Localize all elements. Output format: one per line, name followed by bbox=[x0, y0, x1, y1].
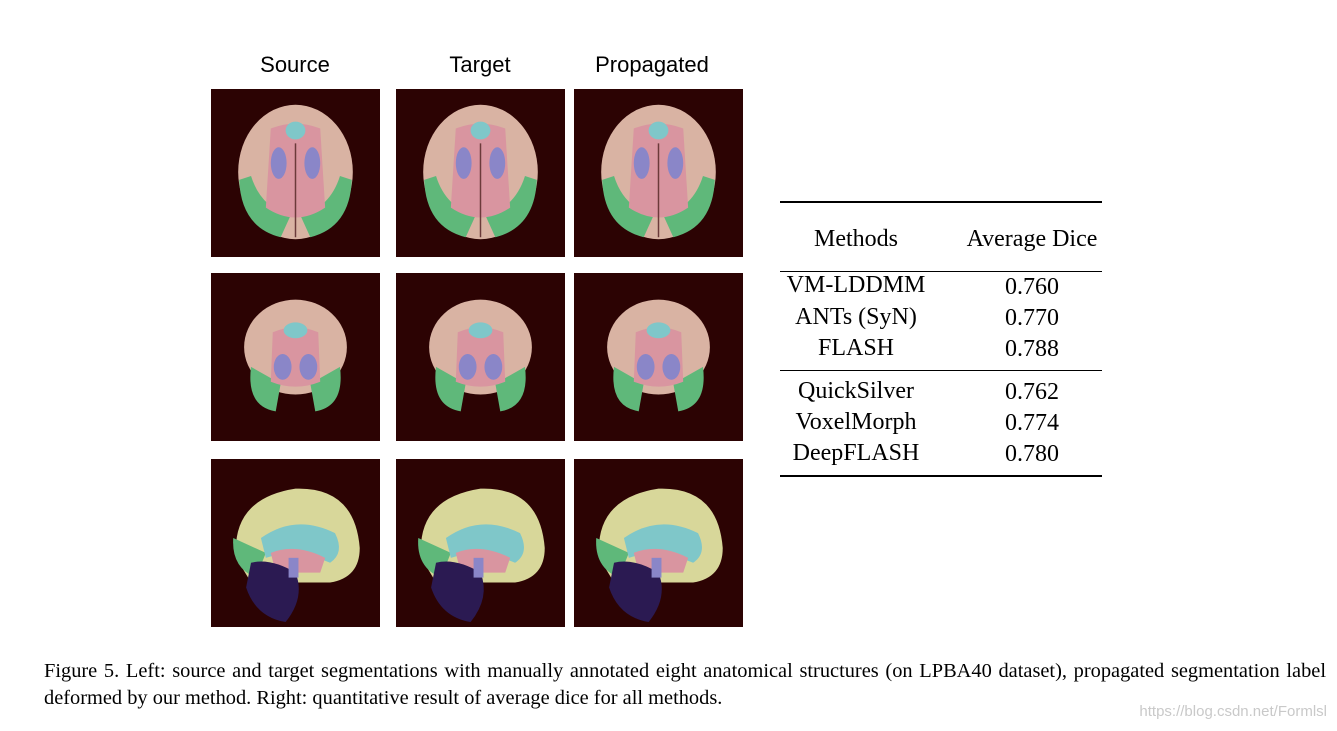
column-header-target: Target bbox=[449, 52, 511, 77]
figure-caption: Figure 5. Left: source and target segmen… bbox=[44, 660, 1326, 709]
green-region-right bbox=[485, 175, 537, 238]
table-header-rule bbox=[780, 271, 1102, 272]
blue-region-right bbox=[299, 354, 318, 380]
panel-axial-target bbox=[396, 89, 565, 257]
table-row-dice: 0.780 bbox=[1005, 441, 1059, 467]
cyan-region bbox=[646, 322, 671, 339]
blue-region-left bbox=[636, 354, 655, 380]
brain-segmentation-image bbox=[601, 104, 716, 240]
brain-segmentation-image bbox=[596, 488, 723, 623]
cyan-region bbox=[468, 322, 493, 339]
green-region-left bbox=[424, 175, 476, 238]
table-row-dice: 0.774 bbox=[1005, 410, 1059, 436]
blue-region-left bbox=[455, 147, 472, 179]
table-row-method: VoxelMorph bbox=[795, 409, 917, 435]
green-region-left bbox=[435, 366, 466, 412]
table-mid-rule bbox=[780, 370, 1102, 371]
table-row-method: DeepFLASH bbox=[792, 440, 920, 466]
table-bottom-rule bbox=[780, 475, 1102, 477]
blue-region bbox=[651, 557, 662, 578]
table-row-method: VM-LDDMM bbox=[786, 272, 926, 298]
blue-region bbox=[288, 557, 299, 578]
blue-region-left bbox=[633, 147, 650, 179]
table-header-methods: Methods bbox=[814, 226, 898, 252]
table-row-dice: 0.760 bbox=[1005, 274, 1059, 300]
blue-region-right bbox=[484, 354, 503, 380]
green-region-right bbox=[495, 366, 526, 412]
blue-region-left bbox=[458, 354, 477, 380]
green-region-left bbox=[239, 175, 291, 238]
panel-coronal-target bbox=[396, 273, 565, 441]
brain-segmentation-image bbox=[418, 488, 545, 623]
table-row-method: FLASH bbox=[817, 335, 895, 361]
cyan-region bbox=[470, 121, 491, 140]
table-row-dice: 0.762 bbox=[1005, 379, 1059, 405]
brain-segmentation-image bbox=[244, 299, 347, 412]
brain-segmentation-image bbox=[429, 299, 532, 412]
green-region-right bbox=[673, 366, 704, 412]
table-header-average-dice: Average Dice bbox=[966, 226, 1098, 252]
panel-sagittal-propagated bbox=[574, 459, 743, 627]
panel-coronal-source bbox=[211, 273, 380, 441]
cyan-region bbox=[648, 121, 669, 140]
blue-region bbox=[473, 557, 484, 578]
brain-segmentation-image bbox=[233, 488, 360, 623]
column-header-source: Source bbox=[260, 52, 330, 77]
table-row-dice: 0.788 bbox=[1005, 336, 1059, 362]
blue-region-right bbox=[662, 354, 681, 380]
column-header-propagated: Propagated bbox=[595, 52, 709, 77]
purple-region bbox=[246, 561, 299, 623]
green-region-left bbox=[613, 366, 644, 412]
green-region-right bbox=[310, 366, 341, 412]
brain-segmentation-image bbox=[607, 299, 710, 412]
table-row-dice: 0.770 bbox=[1005, 305, 1059, 331]
panel-axial-source bbox=[211, 89, 380, 257]
brain-segmentation-image bbox=[238, 104, 353, 240]
table-row-method: QuickSilver bbox=[798, 378, 914, 404]
table-row-method: ANTs (SyN) bbox=[795, 304, 917, 330]
green-region-right bbox=[300, 175, 352, 238]
panel-sagittal-target bbox=[396, 459, 565, 627]
purple-region bbox=[609, 561, 662, 623]
brain-segmentation-image bbox=[423, 104, 538, 240]
cyan-region bbox=[285, 121, 306, 140]
table-top-rule bbox=[780, 201, 1102, 203]
green-region-right bbox=[663, 175, 715, 238]
panel-coronal-propagated bbox=[574, 273, 743, 441]
blue-region-left bbox=[270, 147, 287, 179]
panel-sagittal-source bbox=[211, 459, 380, 627]
purple-region bbox=[431, 561, 484, 623]
blue-region-right bbox=[304, 147, 321, 179]
cyan-region bbox=[283, 322, 308, 339]
blue-region-left bbox=[273, 354, 292, 380]
watermark: https://blog.csdn.net/Formlsl bbox=[1139, 703, 1327, 720]
green-region-left bbox=[250, 366, 281, 412]
green-region-left bbox=[602, 175, 654, 238]
blue-region-right bbox=[667, 147, 684, 179]
blue-region-right bbox=[489, 147, 506, 179]
panel-axial-propagated bbox=[574, 89, 743, 257]
